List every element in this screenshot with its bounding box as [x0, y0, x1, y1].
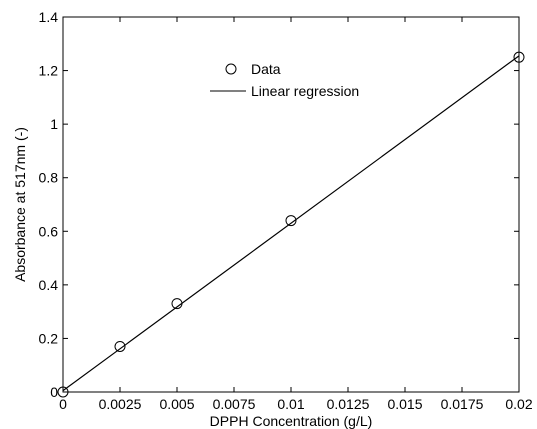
legend-data-marker [225, 63, 237, 75]
legend: Data Linear regression [210, 61, 359, 99]
data-point [57, 386, 69, 398]
legend-regression-label: Linear regression [251, 83, 359, 99]
y-tick-label: 0.6 [39, 223, 59, 239]
x-tick-label: 0.0075 [213, 396, 256, 412]
y-axis-label: Absorbance at 517nm (-) [12, 127, 28, 282]
legend-data-label: Data [251, 61, 281, 77]
y-tick-label: 0.2 [39, 330, 59, 346]
x-axis: 0 0.0025 0.005 0.0075 0.01 0.0125 0.015 0.0175 0… [59, 17, 533, 412]
x-tick-label: 0.005 [159, 396, 194, 412]
y-tick-label: 0.8 [39, 170, 59, 186]
x-tick-label: 0 [59, 396, 67, 412]
y-tick-label: 1 [50, 116, 58, 132]
x-tick-label: 0.02 [505, 396, 532, 412]
y-axis: 0 0.2 0.4 0.6 0.8 1 1.2 1.4 [39, 9, 519, 400]
series-layer [57, 51, 525, 398]
x-tick-label: 0.0125 [327, 396, 370, 412]
x-tick-label: 0.0175 [441, 396, 484, 412]
x-tick-label: 0.015 [387, 396, 422, 412]
y-tick-label: 0 [50, 384, 58, 400]
x-tick-label: 0.01 [277, 396, 304, 412]
regression-line [62, 55, 520, 392]
data-point [513, 51, 525, 63]
data-point [285, 215, 297, 227]
plot-area [62, 16, 520, 393]
y-tick-label: 1.4 [39, 9, 59, 25]
y-tick-label: 0.4 [39, 277, 59, 293]
y-tick-label: 1.2 [39, 63, 59, 79]
data-point [114, 340, 126, 352]
data-point [171, 298, 183, 310]
x-tick-label: 0.0025 [99, 396, 142, 412]
x-axis-label: DPPH Concentration (g/L) [210, 413, 373, 429]
